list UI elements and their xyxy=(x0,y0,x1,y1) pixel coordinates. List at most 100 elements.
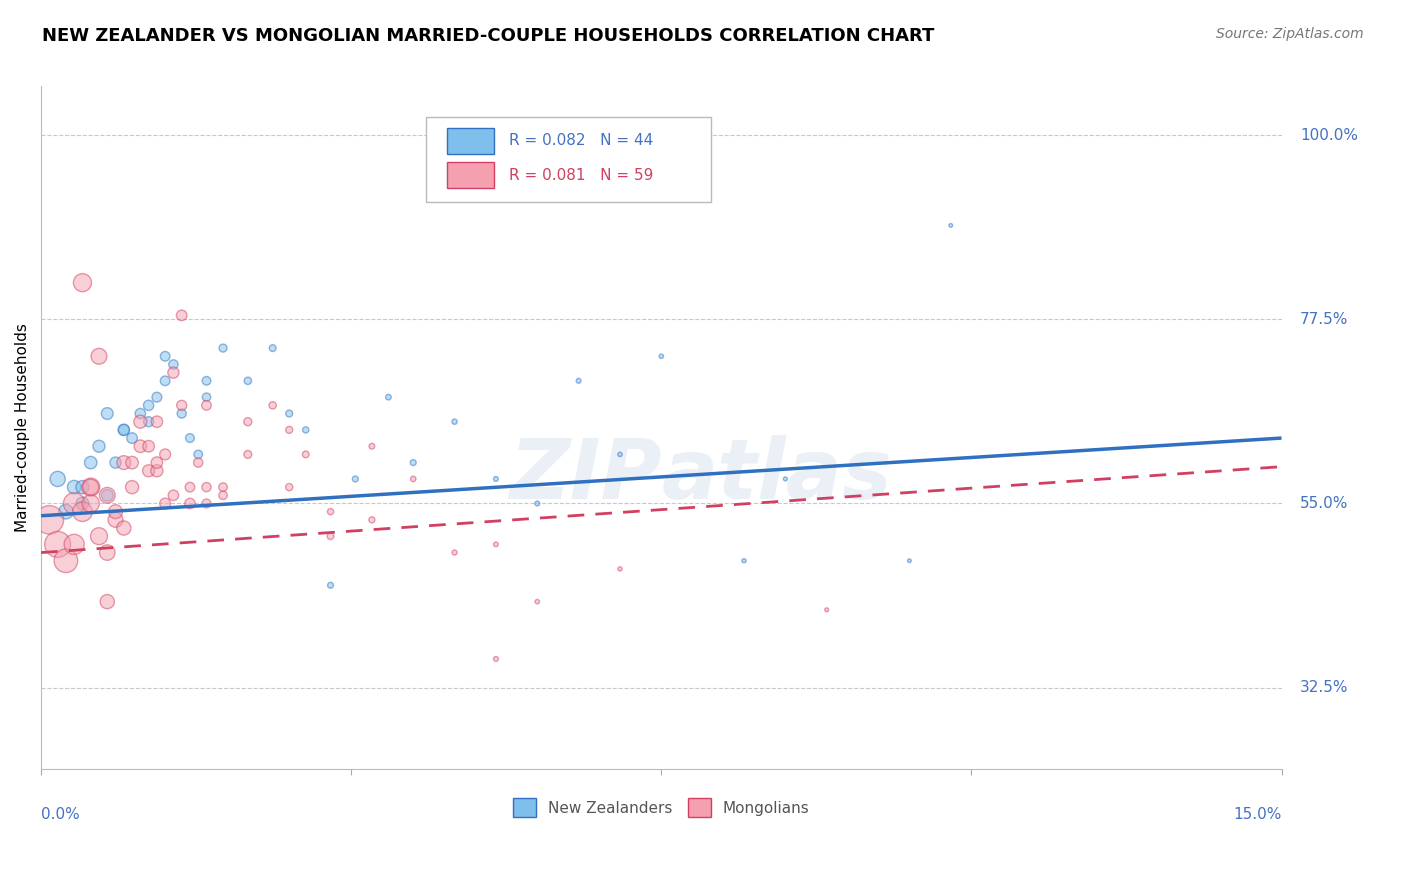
Point xyxy=(212,480,235,494)
Point xyxy=(38,513,60,527)
Point xyxy=(236,415,259,429)
Point xyxy=(129,407,152,421)
Point xyxy=(46,472,69,486)
Point xyxy=(294,447,316,461)
Point xyxy=(402,456,425,470)
Point xyxy=(319,578,342,592)
Point xyxy=(63,480,86,494)
Bar xyxy=(447,128,494,154)
Point xyxy=(360,439,382,453)
Point xyxy=(939,219,962,233)
Point xyxy=(72,496,94,510)
Point xyxy=(195,374,218,388)
Text: NEW ZEALANDER VS MONGOLIAN MARRIED-COUPLE HOUSEHOLDS CORRELATION CHART: NEW ZEALANDER VS MONGOLIAN MARRIED-COUPL… xyxy=(42,27,935,45)
Point xyxy=(153,349,176,363)
Point xyxy=(485,537,508,551)
Point xyxy=(104,456,127,470)
Point xyxy=(195,398,218,412)
Point xyxy=(179,431,201,445)
Point xyxy=(485,472,508,486)
FancyBboxPatch shape xyxy=(426,117,711,202)
Point xyxy=(236,447,259,461)
Text: R = 0.081   N = 59: R = 0.081 N = 59 xyxy=(509,168,654,183)
Point xyxy=(72,480,94,494)
Point xyxy=(262,341,284,355)
Text: ZIP: ZIP xyxy=(509,435,661,516)
Point xyxy=(96,488,118,502)
Text: Source: ZipAtlas.com: Source: ZipAtlas.com xyxy=(1216,27,1364,41)
Point xyxy=(319,529,342,543)
Point xyxy=(112,423,135,437)
Point xyxy=(162,366,184,380)
Point xyxy=(609,562,631,576)
Point xyxy=(96,545,118,559)
Text: 55.0%: 55.0% xyxy=(1301,496,1348,511)
Point xyxy=(195,480,218,494)
Point xyxy=(129,439,152,453)
Point xyxy=(87,529,110,543)
Point xyxy=(187,456,209,470)
Point xyxy=(775,472,797,486)
Point xyxy=(138,464,160,478)
Point xyxy=(212,341,235,355)
Point xyxy=(104,513,127,527)
Point xyxy=(138,398,160,412)
Point xyxy=(402,472,425,486)
Point xyxy=(121,456,143,470)
Bar xyxy=(447,162,494,188)
Point xyxy=(650,349,672,363)
Point xyxy=(153,374,176,388)
Point xyxy=(55,554,77,568)
Point xyxy=(63,496,86,510)
Text: R = 0.082   N = 44: R = 0.082 N = 44 xyxy=(509,134,652,148)
Point xyxy=(129,415,152,429)
Text: 15.0%: 15.0% xyxy=(1233,807,1281,822)
Point xyxy=(121,480,143,494)
Point xyxy=(162,488,184,502)
Point xyxy=(80,456,103,470)
Point xyxy=(55,505,77,519)
Point xyxy=(278,407,301,421)
Point xyxy=(568,374,591,388)
Point xyxy=(170,398,193,412)
Point xyxy=(121,431,143,445)
Point xyxy=(485,652,508,666)
Point xyxy=(377,390,399,404)
Point xyxy=(138,439,160,453)
Point xyxy=(112,456,135,470)
Point xyxy=(609,447,631,461)
Point xyxy=(146,415,169,429)
Point xyxy=(195,496,218,510)
Point xyxy=(294,423,316,437)
Text: 100.0%: 100.0% xyxy=(1301,128,1358,143)
Point xyxy=(360,513,382,527)
Point xyxy=(262,398,284,412)
Legend: New Zealanders, Mongolians: New Zealanders, Mongolians xyxy=(506,792,815,823)
Point xyxy=(344,472,367,486)
Point xyxy=(96,594,118,608)
Point xyxy=(526,594,548,608)
Point xyxy=(187,447,209,461)
Point xyxy=(815,603,838,617)
Point xyxy=(733,554,755,568)
Point xyxy=(278,480,301,494)
Point xyxy=(80,496,103,510)
Point xyxy=(46,537,69,551)
Point xyxy=(104,505,127,519)
Point xyxy=(72,276,94,290)
Point xyxy=(63,537,86,551)
Y-axis label: Married-couple Households: Married-couple Households xyxy=(15,324,30,533)
Point xyxy=(80,480,103,494)
Text: 32.5%: 32.5% xyxy=(1301,680,1348,695)
Point xyxy=(138,415,160,429)
Point xyxy=(170,407,193,421)
Text: 0.0%: 0.0% xyxy=(41,807,80,822)
Point xyxy=(162,358,184,372)
Point xyxy=(443,545,465,559)
Point xyxy=(526,496,548,510)
Point xyxy=(443,415,465,429)
Point xyxy=(146,456,169,470)
Point xyxy=(170,309,193,323)
Point xyxy=(87,439,110,453)
Point xyxy=(96,407,118,421)
